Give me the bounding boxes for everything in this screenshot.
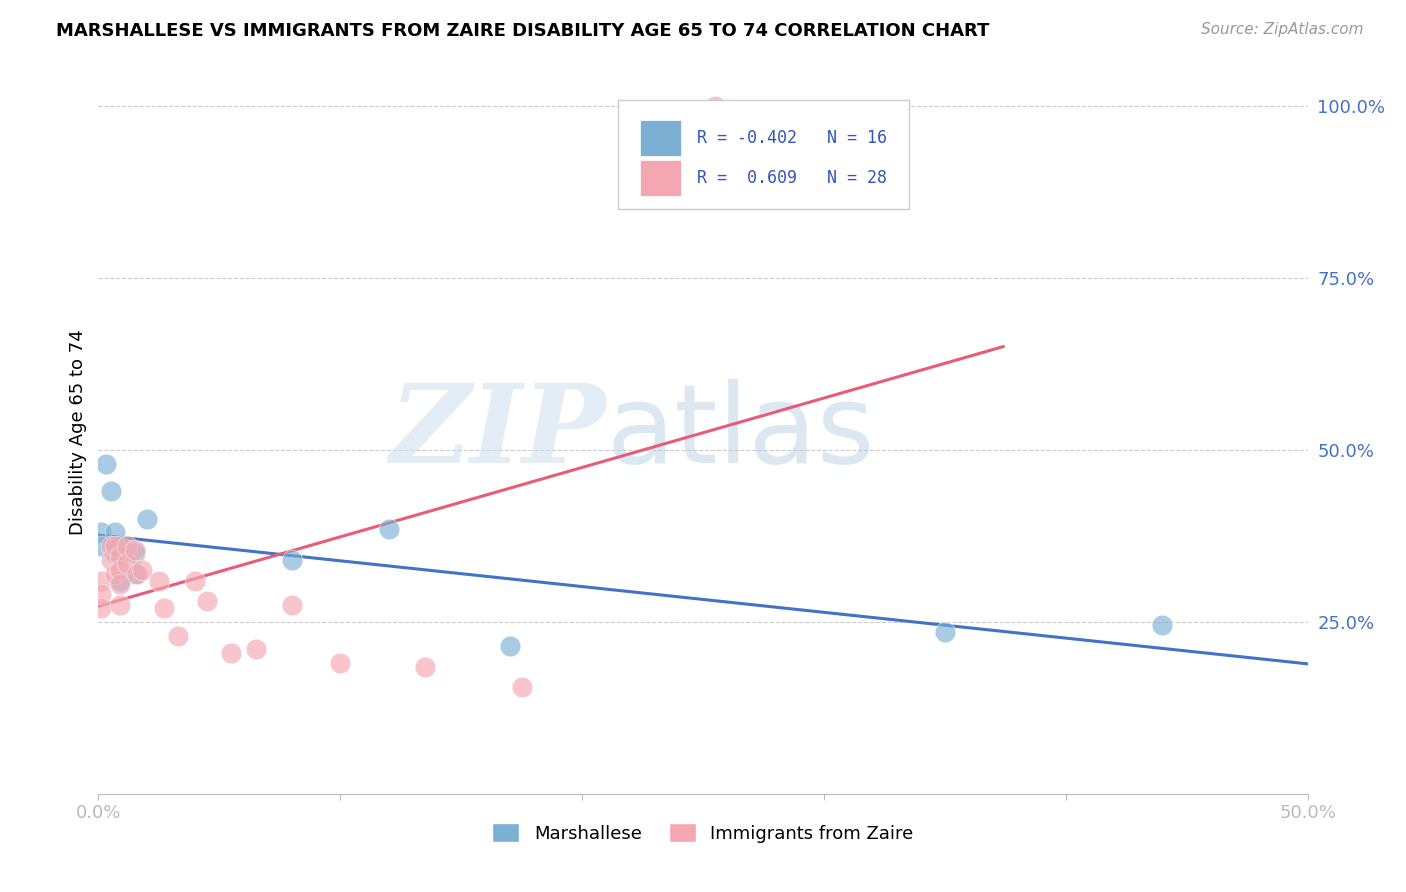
Point — [124, 566, 146, 581]
Point — [117, 539, 139, 553]
Text: ZIP: ZIP — [389, 379, 606, 486]
FancyBboxPatch shape — [619, 100, 908, 209]
Point — [94, 457, 117, 471]
Point — [195, 594, 218, 608]
Point — [104, 566, 127, 581]
Point — [131, 563, 153, 577]
Y-axis label: Disability Age 65 to 74: Disability Age 65 to 74 — [69, 330, 87, 535]
Point — [108, 598, 131, 612]
Point — [167, 629, 190, 643]
Point — [108, 539, 131, 553]
Point — [148, 574, 170, 588]
Point — [498, 639, 520, 653]
Point — [281, 598, 304, 612]
Point — [329, 656, 352, 670]
Point — [108, 563, 131, 577]
Point — [90, 587, 112, 601]
Point — [281, 553, 304, 567]
Point — [108, 577, 131, 591]
Point — [1152, 618, 1174, 632]
Point — [221, 646, 243, 660]
Legend: Marshallese, Immigrants from Zaire: Marshallese, Immigrants from Zaire — [485, 816, 921, 850]
Point — [100, 553, 122, 567]
Text: MARSHALLESE VS IMMIGRANTS FROM ZAIRE DISABILITY AGE 65 TO 74 CORRELATION CHART: MARSHALLESE VS IMMIGRANTS FROM ZAIRE DIS… — [56, 22, 990, 40]
FancyBboxPatch shape — [640, 161, 682, 195]
Point — [704, 99, 727, 113]
Point — [104, 525, 127, 540]
Point — [135, 511, 157, 525]
Point — [510, 680, 533, 694]
Point — [413, 659, 436, 673]
Point — [90, 574, 112, 588]
Text: atlas: atlas — [606, 379, 875, 486]
Point — [104, 546, 127, 560]
Text: R = -0.402   N = 16: R = -0.402 N = 16 — [697, 128, 887, 147]
Text: R =  0.609   N = 28: R = 0.609 N = 28 — [697, 169, 887, 186]
Point — [934, 625, 956, 640]
Point — [90, 539, 112, 553]
Point — [124, 546, 146, 560]
Point — [90, 525, 112, 540]
Point — [377, 522, 399, 536]
Point — [108, 574, 131, 588]
Point — [245, 642, 267, 657]
Point — [108, 549, 131, 564]
Point — [184, 574, 207, 588]
Point — [100, 484, 122, 499]
FancyBboxPatch shape — [640, 120, 682, 156]
Point — [104, 539, 127, 553]
Point — [124, 542, 146, 557]
Point — [152, 601, 174, 615]
Text: Source: ZipAtlas.com: Source: ZipAtlas.com — [1201, 22, 1364, 37]
Point — [117, 557, 139, 571]
Point — [100, 539, 122, 553]
Point — [127, 566, 149, 581]
Point — [90, 601, 112, 615]
